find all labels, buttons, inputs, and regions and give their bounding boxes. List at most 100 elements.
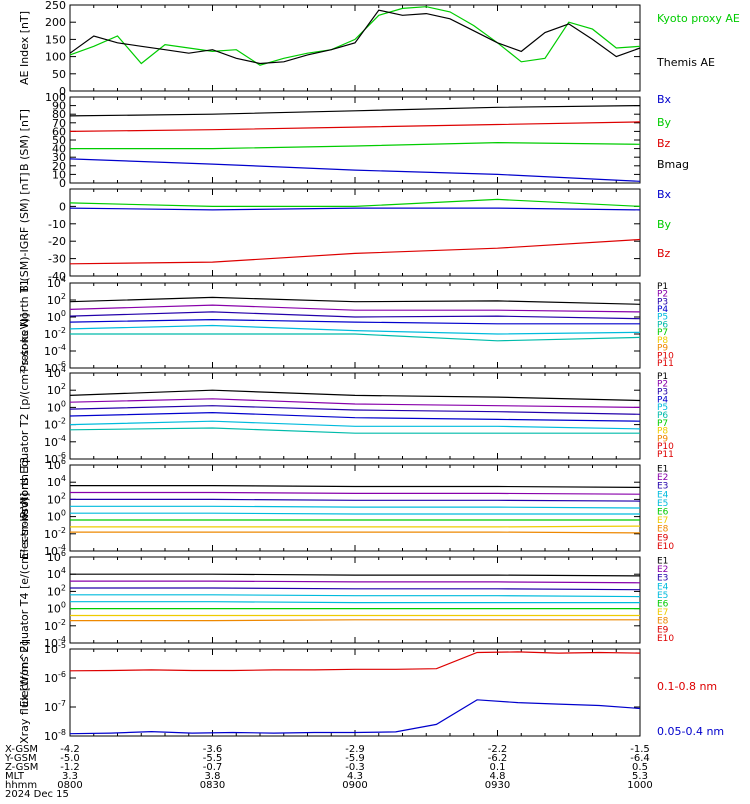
time-tick-label: 0800 (57, 780, 82, 791)
legend-entry: Bmag (657, 158, 689, 171)
legend-entry: E1 (657, 464, 668, 474)
legend-entry: By (657, 218, 672, 231)
y-tick-label: 40 (52, 143, 66, 156)
legend-entry: Themis AE (656, 56, 715, 69)
y-tick-label: 80 (52, 108, 66, 121)
ephemeris-value: -0.3 (345, 762, 365, 773)
y-tick-label: 10-2 (44, 417, 66, 432)
legend-entry: Bz (657, 247, 671, 260)
series-line-p6 (70, 333, 641, 342)
y-tick-label: 102 (47, 292, 66, 307)
legend-entry: P8 (657, 427, 668, 437)
ephemeris-value: -6.2 (488, 753, 508, 764)
y-tick-label: 10-8 (44, 728, 66, 743)
y-tick-label: 0 (59, 200, 66, 213)
legend-entry: E6 (657, 508, 669, 518)
ephemeris-value: -0.7 (203, 762, 223, 773)
date-label: 2024 Dec 15 (5, 789, 69, 800)
y-tick-label: 100 (47, 309, 66, 324)
y-tick-label: 10-2 (44, 326, 66, 341)
legend-entry: E7 (657, 516, 668, 526)
legend-entry: P6 (657, 411, 668, 421)
series-line-p3 (69, 311, 641, 320)
y-tick-label: 10-6 (44, 360, 66, 375)
panel-frame (69, 556, 641, 644)
series-line-themis-ae (69, 9, 641, 65)
y-tick-label: 60 (52, 125, 66, 138)
series-line-p2 (69, 398, 641, 408)
legend-entry: By (657, 116, 672, 129)
legend-entry: E5 (657, 499, 668, 509)
y-tick-label: 70 (52, 117, 66, 130)
y-tick-label: 10-2 (44, 618, 66, 633)
y-tick-label: 10 (52, 168, 66, 181)
ephemeris-value: -2.2 (488, 744, 508, 755)
y-tick-label: 50 (52, 134, 66, 147)
series-line-e3 (70, 498, 641, 502)
ephemeris-value: -5.0 (60, 753, 80, 764)
panel-2: B (SM) [nT] Bx By Bz Bmag (18, 93, 689, 184)
legend-entry: 0.05-0.4 nm (657, 725, 724, 738)
panel-frame (69, 648, 641, 737)
time-tick-label: 0830 (200, 780, 225, 791)
legend-entry: E4 (657, 490, 669, 500)
y-tick-label: 10-4 (44, 343, 66, 358)
ephemeris-value: -6.4 (630, 753, 650, 764)
y-tick-label: 10-5 (44, 641, 66, 656)
y-tick-label: 102 (47, 491, 66, 506)
series-line-p3 (69, 405, 641, 415)
ephemeris-value: -1.5 (630, 744, 650, 755)
ephemeris-row-label: Z-GSM (5, 762, 38, 773)
series-line-e3 (70, 587, 641, 591)
legend-entry: E9 (657, 625, 669, 635)
y-tick-label: 30 (52, 151, 66, 164)
legend-entry: E8 (657, 617, 669, 627)
series-line-e4 (70, 594, 641, 598)
y-tick-label: 0 (59, 85, 66, 98)
series-line-0-05-0-4-nm (69, 699, 641, 735)
legend-entry: E4 (657, 582, 669, 592)
legend-entry: P8 (657, 336, 668, 346)
legend-entry: P1 (657, 372, 668, 382)
legend-entry: P9 (657, 344, 668, 354)
panel-7: Electrons Equator T4 [e/(cm²-s-sr-keV)] E… (18, 493, 674, 708)
y-tick-label: 10-4 (44, 434, 66, 449)
legend-entry: P5 (657, 403, 668, 413)
legend-entry: Bz (657, 137, 671, 150)
series-line-p6 (69, 427, 640, 434)
series-line-bz (69, 121, 641, 132)
y-tick-label: -10 (48, 218, 66, 231)
series-line-e2 (70, 491, 641, 495)
legend-entry: E2 (657, 565, 668, 575)
legend-entry: P4 (657, 305, 668, 315)
legend-entry: E5 (657, 591, 668, 601)
y-tick-label: 10-4 (44, 635, 66, 650)
ephemeris-value: 0.5 (632, 762, 648, 773)
legend-entry: P10 (657, 351, 674, 361)
series-line-p5 (69, 420, 641, 430)
y-tick-label: 200 (45, 16, 66, 29)
legend-entry: P7 (657, 419, 668, 429)
series-line-e1 (70, 485, 641, 488)
panel-frame (69, 282, 641, 369)
ephemeris-row-label: Y-GSM (4, 753, 37, 764)
y-axis-label: Protons North T1 (18, 279, 31, 372)
legend-entry: P1 (657, 282, 668, 292)
legend-entry: P10 (657, 442, 674, 452)
legend-entry: E7 (657, 608, 668, 618)
ephemeris-value: -3.6 (203, 744, 223, 755)
time-tick-label: 0900 (342, 780, 367, 791)
legend-entry: P11 (657, 450, 674, 460)
series-line-p4 (69, 411, 641, 422)
ephemeris-value: 4.8 (490, 771, 506, 782)
legend-entry: E3 (657, 574, 668, 584)
ephemeris-row-label: X-GSM (5, 744, 38, 755)
time-tick-label: 1000 (627, 780, 652, 791)
series-line-p2 (69, 304, 641, 313)
series-line-e8 (70, 531, 641, 534)
ephemeris-value: 3.8 (205, 771, 221, 782)
y-axis-label: B (SM)-IGRF (SM) [nT] (18, 172, 31, 292)
legend-entry: P11 (657, 359, 674, 369)
